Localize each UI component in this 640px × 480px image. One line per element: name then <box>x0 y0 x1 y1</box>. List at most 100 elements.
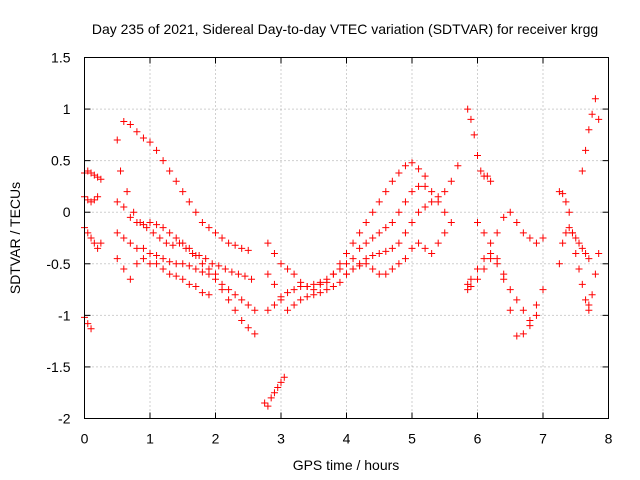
data-point <box>382 224 390 232</box>
data-point <box>195 252 203 260</box>
data-point <box>343 270 350 278</box>
data-point <box>290 286 298 294</box>
data-point <box>343 260 350 268</box>
data-point <box>578 167 586 175</box>
data-point <box>487 177 495 185</box>
grid-lines <box>84 57 609 419</box>
data-point <box>215 262 223 270</box>
data-point <box>578 244 586 252</box>
data-point <box>146 249 154 257</box>
data-point <box>153 146 161 154</box>
data-point <box>270 249 278 257</box>
data-point <box>297 282 305 290</box>
data-point <box>136 219 144 227</box>
data-point <box>447 177 455 185</box>
data-point <box>421 182 429 190</box>
data-point <box>179 275 187 283</box>
data-point <box>225 286 233 294</box>
data-point <box>565 208 573 216</box>
data-point <box>126 275 134 283</box>
x-tick-labels: 0 1 2 3 4 5 6 7 8 <box>81 431 613 447</box>
data-point <box>153 260 161 268</box>
data-point <box>470 131 478 139</box>
series-arc-t <box>555 224 593 268</box>
data-point <box>159 265 167 273</box>
y-tick-labels: -2 -1.5 -1 -0.5 0 0.5 1 1.5 <box>46 50 70 427</box>
y-tick-label: 0.5 <box>51 153 71 169</box>
data-point <box>241 272 249 280</box>
data-point <box>126 213 134 221</box>
series-arc-q <box>464 255 547 325</box>
data-point <box>519 330 527 338</box>
data-point <box>415 165 423 173</box>
data-point <box>428 188 436 196</box>
data-point <box>303 282 311 290</box>
data-point <box>447 219 455 227</box>
data-point <box>212 229 219 237</box>
data-point <box>595 249 603 257</box>
data-point <box>526 322 534 330</box>
data-point <box>519 306 527 314</box>
data-point <box>454 162 462 170</box>
data-point <box>290 270 298 278</box>
data-point <box>513 296 521 304</box>
data-point <box>113 255 121 263</box>
data-point <box>198 268 206 276</box>
data-point <box>212 275 219 283</box>
data-point <box>172 177 180 185</box>
data-point <box>84 229 92 237</box>
data-point <box>231 291 239 299</box>
data-point <box>179 260 187 268</box>
data-point <box>421 203 429 211</box>
data-point <box>578 280 586 288</box>
x-tick-label: 1 <box>146 431 154 447</box>
data-point <box>146 219 154 227</box>
x-tick-label: 8 <box>605 431 613 447</box>
data-point <box>274 384 282 392</box>
data-point <box>264 306 272 314</box>
data-point <box>375 249 383 257</box>
series-arc-p <box>464 208 547 288</box>
data-point <box>87 325 95 333</box>
data-point <box>382 188 390 196</box>
data-point <box>562 229 570 237</box>
data-point <box>375 198 383 206</box>
data-point <box>172 234 180 242</box>
data-point <box>120 117 128 125</box>
data-point <box>375 270 383 278</box>
data-point <box>539 286 547 294</box>
data-point <box>120 265 128 273</box>
data-point <box>172 260 180 268</box>
data-point <box>192 282 200 290</box>
axis-ticks <box>84 57 609 419</box>
y-tick-label: 0 <box>63 204 71 220</box>
x-tick-label: 5 <box>408 431 416 447</box>
series-arc-r <box>474 219 540 340</box>
data-point <box>441 188 449 196</box>
data-point <box>192 208 200 216</box>
data-point <box>349 255 357 263</box>
data-point <box>369 252 377 260</box>
data-point <box>185 280 193 288</box>
data-point <box>408 219 416 227</box>
series-arc-s <box>555 188 593 314</box>
data-point <box>388 219 396 227</box>
data-point <box>415 182 423 190</box>
data-point <box>395 169 403 177</box>
y-tick-label: -2 <box>58 411 71 427</box>
series-arc-u <box>578 95 603 175</box>
data-point <box>267 394 275 402</box>
data-point <box>532 311 540 319</box>
data-point <box>474 265 481 273</box>
data-point <box>388 177 396 185</box>
data-point <box>90 196 98 204</box>
data-points <box>81 95 603 410</box>
data-point <box>159 255 167 263</box>
data-point <box>480 255 488 263</box>
data-point <box>401 162 409 170</box>
data-point <box>572 234 580 242</box>
data-point <box>166 167 174 175</box>
data-point <box>205 224 213 232</box>
data-point <box>264 270 272 278</box>
data-point <box>143 224 151 232</box>
